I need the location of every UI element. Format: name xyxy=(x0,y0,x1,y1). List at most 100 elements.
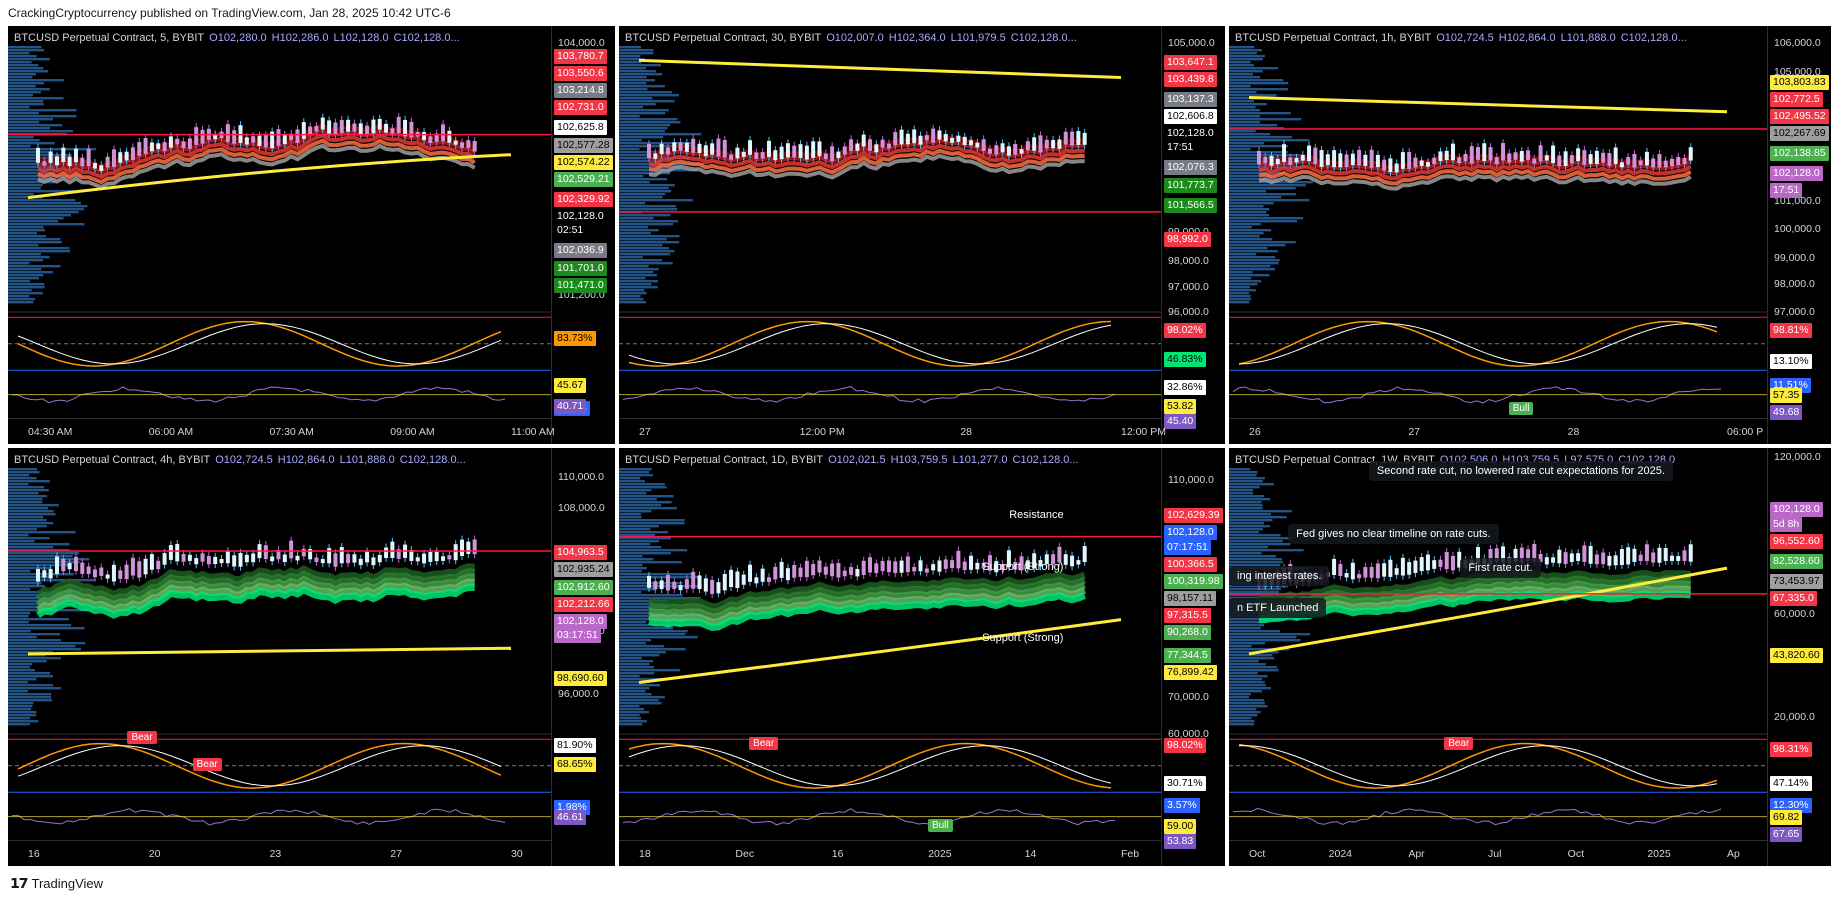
candle-body xyxy=(703,578,708,592)
volume-profile-bar xyxy=(619,654,660,657)
volume-profile-bar xyxy=(1229,516,1287,519)
time-tick: 04:30 AM xyxy=(28,426,73,438)
ribbon-band xyxy=(1258,153,1692,171)
candle-body xyxy=(1425,162,1430,167)
candle-body xyxy=(187,554,192,561)
chart-annotation[interactable]: Second rate cut, no lowered rate cut exp… xyxy=(1368,460,1673,481)
ohlc-l: L102,128.0 xyxy=(333,32,389,44)
volume-profile-bar xyxy=(619,561,682,564)
candle-body xyxy=(943,133,948,142)
volume-profile-bar xyxy=(1229,684,1266,687)
candle-body xyxy=(678,142,683,151)
candle-body xyxy=(1357,574,1362,579)
price-axis[interactable]: 110,000.0 70,000.0 60,000.0 102,629.39 102,1… xyxy=(1161,448,1225,866)
chart-annotation[interactable]: First rate cut. xyxy=(1460,557,1541,578)
candle-body xyxy=(251,136,256,143)
candle-body xyxy=(67,563,72,570)
price-label: 103,803.83 xyxy=(1770,74,1829,90)
chart-panel-p6[interactable]: BTCUSD Perpetual Contract, 1W, BYBITO102… xyxy=(1229,448,1831,866)
ohlc-l: L101,277.0 xyxy=(952,454,1008,466)
candle-body xyxy=(453,140,458,145)
chart-annotation[interactable]: Support (Strong) xyxy=(982,632,1064,645)
volume-profile-bar xyxy=(1229,136,1292,139)
candle-body xyxy=(1363,154,1368,166)
volume-profile-bar xyxy=(1229,693,1251,696)
time-tick: 28 xyxy=(960,426,973,438)
chart-canvas[interactable] xyxy=(619,448,1161,840)
price-axis[interactable]: 110,000.0108,000.0100,000.096,000.0104,9… xyxy=(551,448,615,866)
time-tick: 09:00 AM xyxy=(390,426,435,438)
volume-profile-bar xyxy=(1229,115,1261,118)
chart-canvas[interactable] xyxy=(8,448,551,840)
chart-annotation[interactable]: n ETF Launched xyxy=(1229,597,1327,618)
price-label: 102,329.92 xyxy=(554,191,613,207)
volume-profile-bar xyxy=(619,720,647,723)
price-label: 98,690.60 xyxy=(554,671,607,687)
price-label: 102,128.0 xyxy=(1770,166,1823,182)
price-axis[interactable]: 105,000.099,000.098,000.097,000.096,000.… xyxy=(1161,26,1225,444)
volume-profile-bar xyxy=(1229,507,1263,510)
volume-profile-bar xyxy=(1229,112,1291,115)
candle-body xyxy=(868,557,872,573)
candle-body xyxy=(905,556,910,573)
price-axis[interactable]: 120,000.0 60,000.0 20,000.0 102,128.0 5d 8h 9… xyxy=(1767,448,1831,866)
volume-profile-bar xyxy=(1229,621,1263,624)
chart-annotation[interactable]: Resistance xyxy=(1009,509,1064,522)
candle-body xyxy=(956,550,961,569)
volume-profile-bar xyxy=(619,546,662,549)
price-tick: 20,000.0 xyxy=(1774,711,1815,724)
price-axis[interactable]: 104,000.0 101,200.0 103,780.7 103,550.6 103,… xyxy=(551,26,615,444)
price-label: 102,138.85 xyxy=(1770,146,1829,162)
chart-canvas[interactable] xyxy=(619,26,1161,418)
time-tick: 2024 xyxy=(1328,848,1353,860)
price-axis[interactable]: 106,000.0 105,000.0 101,000.0 100,000.0 99,0… xyxy=(1767,26,1831,444)
volume-profile-bar xyxy=(1229,61,1251,64)
volume-profile-bar xyxy=(8,513,56,516)
ohlc-h: H103,759.5 xyxy=(890,454,948,466)
volume-profile-bar xyxy=(619,247,670,250)
volume-profile-bar xyxy=(1229,690,1262,693)
chart-annotation[interactable]: ing interest rates. xyxy=(1229,566,1330,587)
chart-panel-p2[interactable]: BTCUSD Perpetual Contract, 30, BYBIT O102… xyxy=(619,26,1225,444)
chart-canvas[interactable] xyxy=(1229,448,1767,840)
price-label: 102,772.5 xyxy=(1770,91,1823,107)
candle-body xyxy=(447,555,452,560)
candle-body xyxy=(1638,160,1643,166)
chart-annotation[interactable]: Fed gives no clear timeline on rate cuts… xyxy=(1288,523,1499,544)
candle-body xyxy=(886,560,891,573)
time-axis[interactable]: 16 20 23 27 30 xyxy=(8,840,551,866)
candle-body xyxy=(830,563,835,577)
candle-body xyxy=(924,135,929,141)
candle-body xyxy=(1038,560,1043,567)
chart-panel-p5[interactable]: BTCUSD Perpetual Contract, 1D, BYBIT O102… xyxy=(619,448,1225,866)
candle-body xyxy=(371,119,376,134)
candle-body xyxy=(1576,553,1581,561)
candle-body xyxy=(1044,139,1049,149)
volume-profile-bar xyxy=(8,654,46,657)
chart-panel-p3[interactable]: BTCUSD Perpetual Contract, 1h, BYBIT O102… xyxy=(1229,26,1831,444)
candle-body xyxy=(1663,548,1668,561)
volume-profile-bar xyxy=(8,46,42,49)
chart-annotation[interactable]: Support (Strong) xyxy=(982,560,1064,573)
time-axis[interactable]: 26 27 28 06:00 P xyxy=(1229,418,1767,444)
time-axis[interactable]: Oct 2024 Apr Jul Oct 2025 Ap xyxy=(1229,840,1767,866)
volume-profile-bar xyxy=(8,687,62,690)
volume-profile-bar xyxy=(1229,546,1269,549)
volume-profile-bar xyxy=(619,301,647,304)
candle-body xyxy=(722,573,727,591)
time-axis[interactable]: 04:30 AM 06:00 AM 07:30 AM 09:00 AM 11:00 AM xyxy=(8,418,555,444)
chart-panel-p4[interactable]: BTCUSD Perpetual Contract, 4h, BYBIT O102… xyxy=(8,448,615,866)
chart-canvas[interactable] xyxy=(8,26,551,418)
candle-body xyxy=(994,561,999,573)
price-tick: 96,000.0 xyxy=(558,688,599,701)
ohlc-c: C102,128.0... xyxy=(1620,32,1687,44)
chart-panel-p1[interactable]: BTCUSD Perpetual Contract, 5, BYBIT O102,… xyxy=(8,26,615,444)
chart-canvas[interactable] xyxy=(1229,26,1767,418)
volume-profile-bar xyxy=(1229,298,1252,301)
candle-body xyxy=(1025,141,1030,151)
time-tick: 06:00 AM xyxy=(148,426,194,438)
chart-title: BTCUSD Perpetual Contract, 1D, BYBIT O102… xyxy=(625,454,1084,466)
time-axis[interactable]: 18 Dec 16 2025 14 Feb xyxy=(619,840,1161,866)
time-axis[interactable]: 27 12:00 PM 28 12:00 PM xyxy=(619,418,1166,444)
candle-body xyxy=(36,568,40,582)
